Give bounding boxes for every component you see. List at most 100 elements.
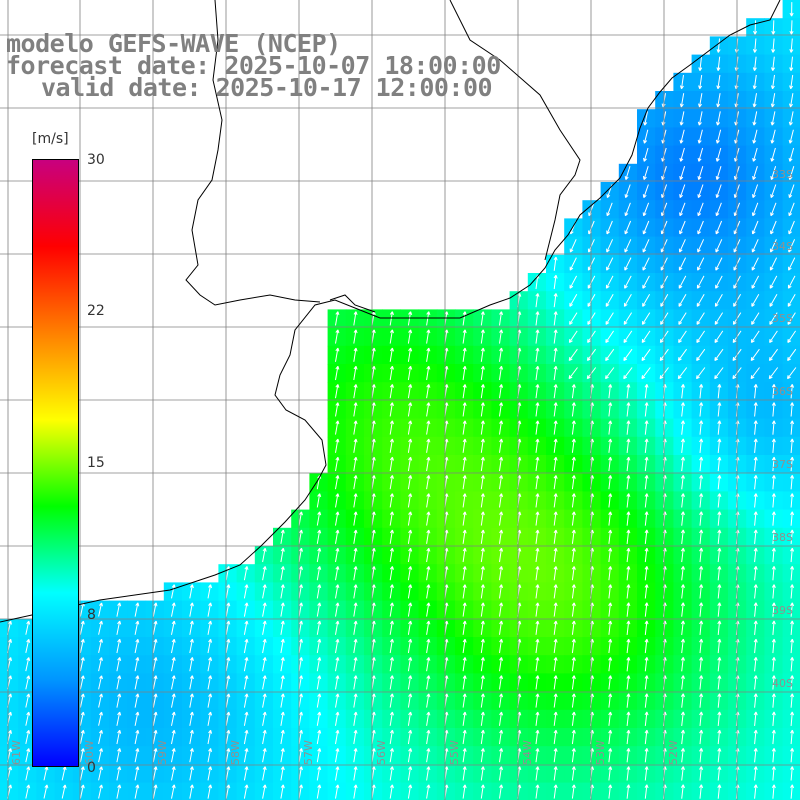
wind-arrow — [462, 547, 467, 563]
wind-arrow — [535, 420, 540, 435]
wind-arrow — [699, 693, 704, 708]
wind-arrow — [535, 638, 540, 654]
wind-arrow — [717, 438, 722, 453]
wind-arrow — [152, 657, 158, 672]
wind-arrow — [335, 638, 340, 654]
wind-arrow — [677, 348, 688, 362]
wind-arrow — [752, 74, 757, 90]
wind-arrow — [225, 748, 231, 763]
wind-arrow — [171, 657, 176, 672]
wind-arrow — [353, 602, 358, 617]
wind-arrow — [480, 365, 485, 381]
wind-arrow — [535, 748, 540, 763]
wind-arrow — [678, 330, 687, 343]
wind-arrow — [79, 675, 85, 690]
wind-arrow — [426, 475, 431, 490]
wind-arrow — [280, 657, 285, 672]
wind-arrow — [316, 529, 322, 544]
river-plate-outline — [185, 0, 581, 313]
wind-arrow — [699, 729, 704, 745]
wind-arrow — [608, 475, 613, 490]
wind-arrow — [25, 638, 31, 654]
wind-arrow — [788, 202, 795, 217]
wind-arrow — [751, 257, 759, 271]
wind-arrow — [698, 56, 703, 71]
wind-arrow — [642, 257, 650, 271]
wind-arrow — [462, 693, 467, 708]
wind-arrow — [753, 384, 758, 399]
wind-arrow — [262, 547, 267, 563]
wind-arrow — [790, 638, 795, 654]
wind-arrow — [787, 293, 796, 307]
wind-arrow — [98, 602, 103, 617]
wind-arrow — [790, 711, 795, 726]
wind-arrow — [335, 748, 340, 763]
wind-arrow — [626, 729, 631, 745]
wind-arrow — [606, 202, 613, 217]
wind-arrow — [641, 348, 651, 362]
wind-arrow — [771, 384, 776, 399]
wind-arrow — [626, 384, 631, 399]
wind-arrow — [751, 275, 760, 289]
wind-arrow — [790, 529, 795, 544]
wind-arrow — [771, 711, 776, 726]
wind-arrow — [280, 620, 285, 635]
wind-arrow — [298, 693, 303, 708]
wind-arrow — [171, 638, 176, 654]
wind-arrow — [642, 184, 649, 199]
wind-arrow — [623, 348, 633, 362]
wind-arrow — [353, 620, 358, 635]
wind-arrow — [787, 275, 796, 289]
legend-tick-0: 0 — [87, 760, 96, 776]
wind-arrow — [753, 566, 758, 581]
wind-arrow — [499, 566, 504, 581]
wind-arrow — [426, 602, 431, 617]
wind-arrow — [678, 275, 687, 289]
wind-arrow — [152, 602, 158, 617]
wind-arrow — [699, 711, 704, 726]
wind-arrow — [316, 493, 322, 508]
wind-arrow — [571, 475, 576, 490]
wind-arrow — [480, 784, 485, 799]
wind-arrow — [535, 293, 540, 308]
wind-arrow — [316, 766, 322, 781]
wind-arrow — [407, 729, 413, 745]
wind-arrow — [535, 329, 540, 344]
wind-arrow — [770, 129, 776, 144]
wind-arrow — [426, 365, 431, 381]
wind-arrow — [152, 748, 158, 763]
wind-arrow — [608, 638, 613, 654]
wind-arrow — [788, 166, 795, 180]
wind-arrow — [679, 111, 685, 126]
wind-arrow — [790, 729, 795, 745]
wind-arrow — [499, 711, 504, 726]
wind-arrow — [680, 766, 685, 781]
wind-arrow — [499, 693, 504, 708]
wind-arrow — [769, 312, 778, 325]
wind-arrow — [316, 620, 322, 635]
wind-arrow — [770, 166, 777, 180]
wind-arrow — [790, 475, 795, 490]
wind-arrow — [553, 784, 558, 799]
wind-arrow — [480, 766, 485, 781]
longitude-label: 59W — [156, 740, 169, 765]
wind-arrow — [769, 275, 778, 289]
wind-arrow — [280, 729, 285, 745]
wind-arrow — [280, 566, 285, 581]
wind-arrow — [680, 475, 685, 490]
wind-arrow — [698, 74, 703, 90]
wind-arrow — [642, 239, 650, 253]
wind-arrow — [426, 766, 431, 781]
wind-arrow — [752, 38, 758, 53]
wind-arrow — [753, 729, 758, 745]
wind-arrow — [608, 566, 613, 581]
wind-arrow — [353, 438, 358, 453]
wind-arrow — [189, 729, 194, 745]
wind-arrow — [717, 475, 722, 490]
latitude-labels: 33S 34S 35S 36S 37S 38S 39S 40S — [772, 168, 793, 690]
wind-arrow — [353, 638, 358, 654]
wind-arrow — [787, 348, 797, 362]
wind-arrow — [770, 220, 777, 235]
wind-arrow — [680, 402, 685, 417]
wind-arrow — [243, 729, 249, 745]
